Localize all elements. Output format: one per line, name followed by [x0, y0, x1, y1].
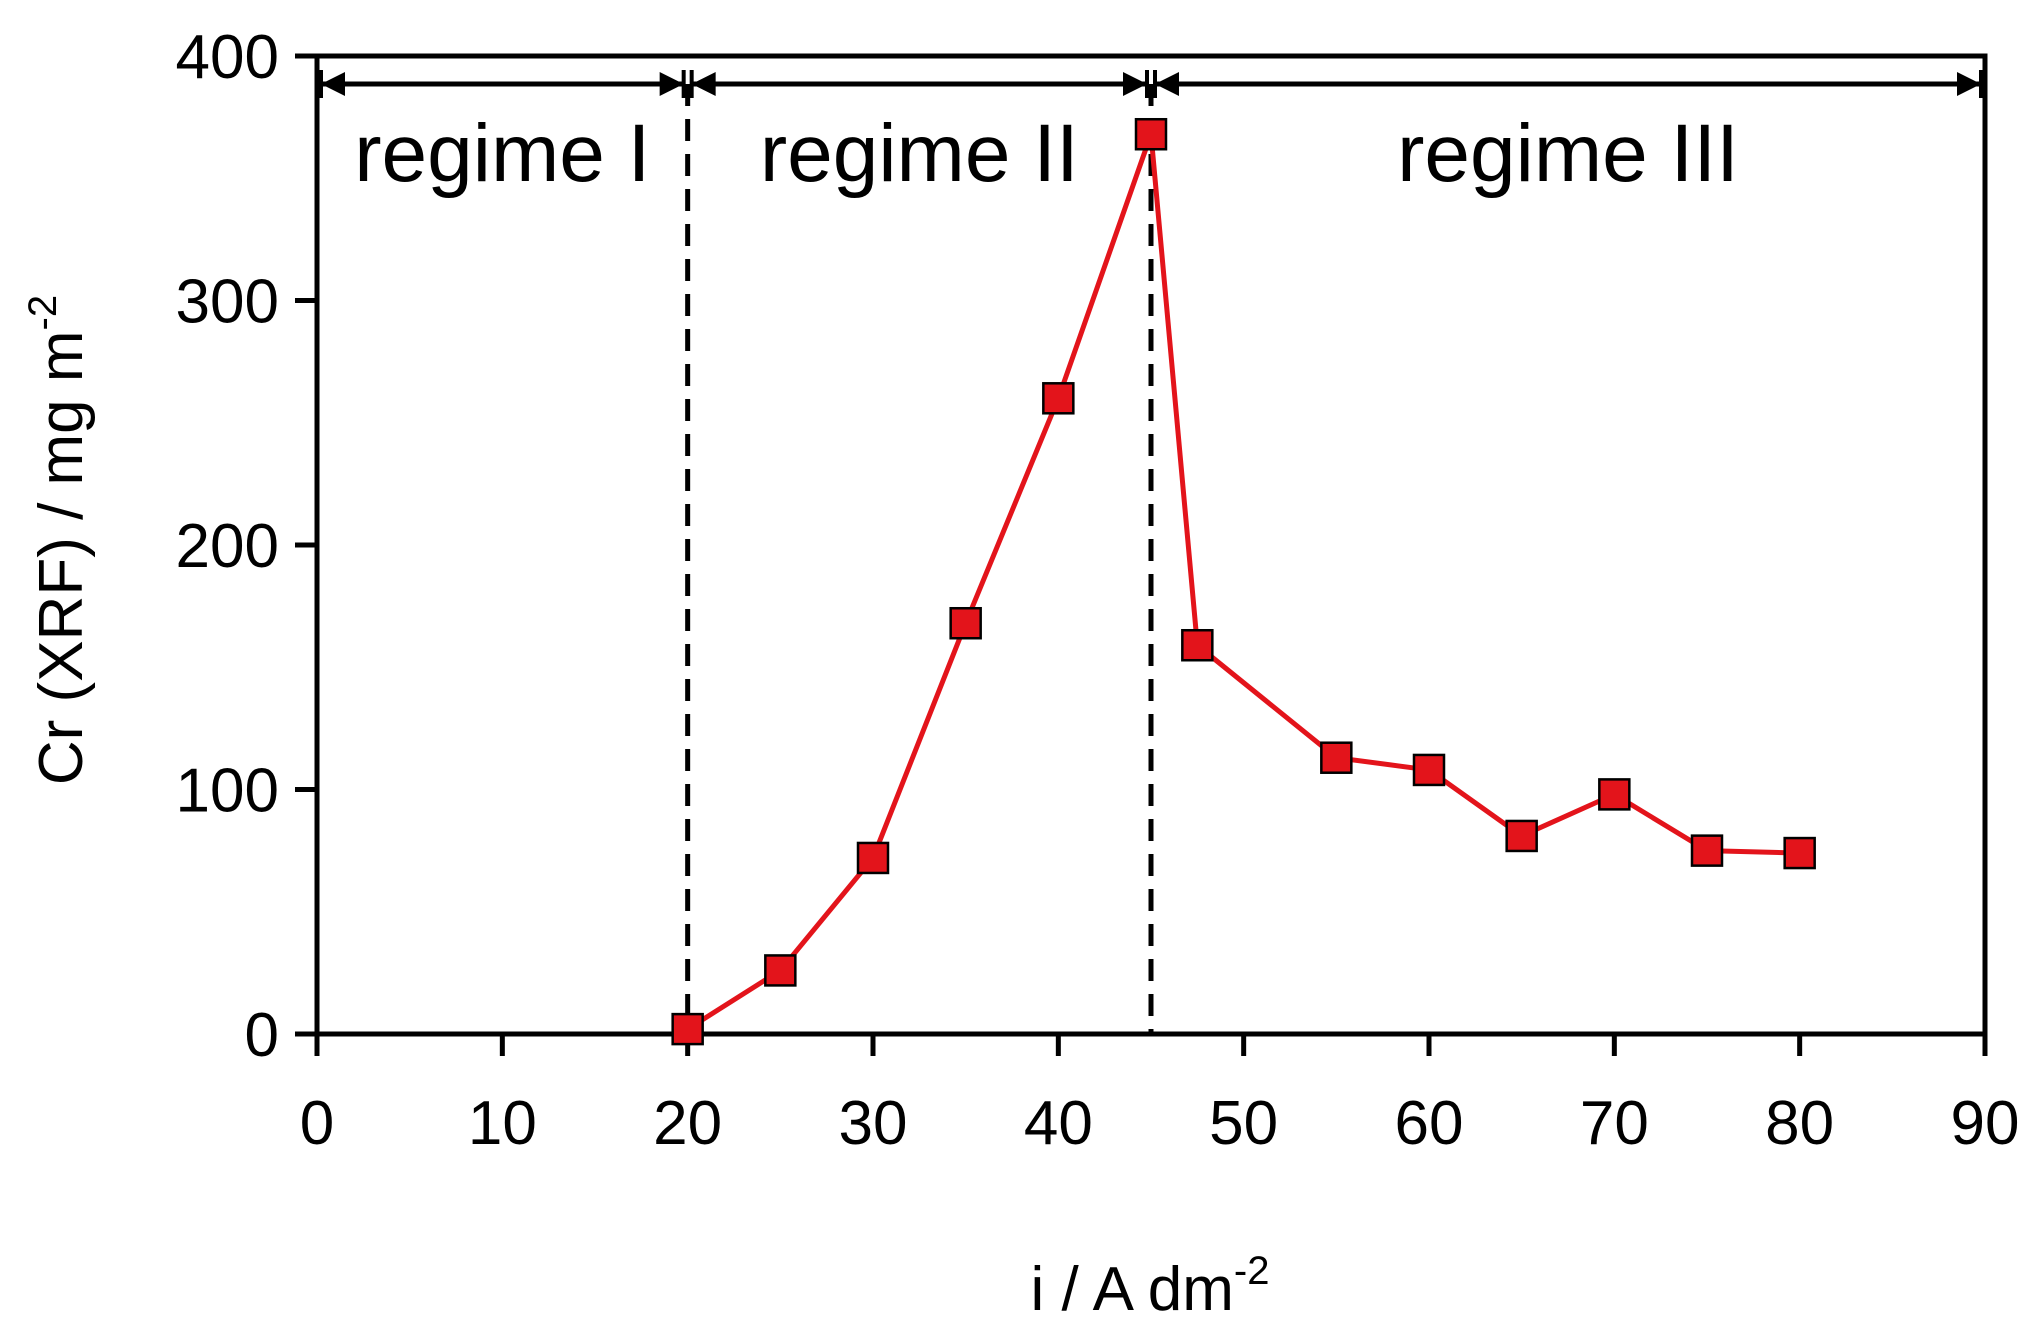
- x-tick-label: 90: [1951, 1089, 2020, 1158]
- x-tick-label: 20: [653, 1089, 722, 1158]
- x-tick-label: 50: [1209, 1089, 1278, 1158]
- data-point-marker: [856, 841, 890, 875]
- data-point-marker: [1505, 819, 1538, 853]
- y-tick-label: 100: [176, 757, 279, 826]
- data-point-marker: [1412, 753, 1446, 787]
- regime-label: regime III: [1397, 108, 1739, 199]
- regime-arrowhead-right: [659, 72, 684, 96]
- x-tick-label: 10: [468, 1089, 537, 1158]
- regime-arrowhead-right: [1123, 72, 1147, 96]
- x-tick-label: 80: [1765, 1089, 1834, 1158]
- regime-arrowhead-left: [691, 72, 716, 96]
- y-tick-label: 400: [176, 23, 279, 92]
- y-tick-label: 0: [245, 1001, 279, 1070]
- data-point-marker: [764, 954, 797, 987]
- regime-annotations: regime I regime II regime III: [319, 70, 1983, 199]
- x-axis: 0 10 20 30 40 50 60 70 80 90: [300, 1034, 2020, 1158]
- data-point-marker: [1181, 628, 1214, 662]
- regime-arrowhead-left: [1155, 72, 1179, 96]
- y-tick-label: 300: [176, 268, 279, 337]
- data-series: [671, 117, 1816, 1046]
- x-tick-label: 30: [839, 1089, 908, 1158]
- regime-arrowhead-right: [1957, 72, 1981, 96]
- y-axis: 0 100 200 300 400: [176, 23, 317, 1070]
- y-tick-label: 200: [176, 512, 279, 581]
- x-tick-label: 40: [1024, 1089, 1093, 1158]
- x-tick-label: 60: [1395, 1089, 1464, 1158]
- x-tick-label: 70: [1580, 1089, 1649, 1158]
- data-point-marker: [1783, 836, 1816, 870]
- data-point-marker: [1134, 117, 1168, 151]
- x-tick-label: 0: [300, 1089, 334, 1158]
- regime-label: regime II: [760, 108, 1079, 199]
- regime-label: regime I: [354, 108, 650, 199]
- data-point-marker: [1320, 741, 1353, 774]
- x-axis-title: i / A dm-2: [1031, 1249, 1270, 1324]
- data-point-marker: [1042, 382, 1075, 415]
- series-line: [686, 131, 1800, 1032]
- data-point-marker: [949, 606, 982, 640]
- data-point-marker: [671, 1012, 704, 1046]
- regime-arrowhead-left: [321, 72, 345, 96]
- regime-boundaries: [685, 84, 1154, 1034]
- data-point-marker: [1690, 834, 1724, 867]
- y-axis-title: Cr (XRF) / mg m-2: [21, 295, 96, 785]
- data-point-marker: [1598, 778, 1631, 811]
